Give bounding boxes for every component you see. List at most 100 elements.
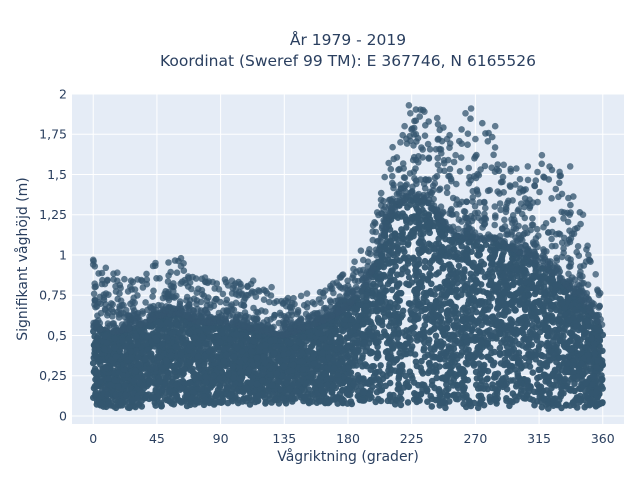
data-point bbox=[202, 379, 210, 386]
data-point bbox=[348, 316, 356, 324]
data-point bbox=[427, 241, 435, 249]
data-point bbox=[143, 392, 150, 399]
data-point bbox=[592, 389, 600, 396]
data-point bbox=[280, 395, 287, 402]
data-point bbox=[359, 332, 367, 340]
data-point bbox=[298, 349, 306, 357]
data-point bbox=[397, 401, 405, 409]
data-point bbox=[540, 289, 548, 297]
scatter-points bbox=[89, 102, 607, 412]
data-point bbox=[218, 329, 226, 337]
data-point bbox=[418, 248, 425, 256]
data-point bbox=[379, 253, 386, 261]
data-point bbox=[122, 391, 129, 399]
data-point bbox=[519, 264, 526, 272]
data-point bbox=[335, 360, 343, 368]
data-point bbox=[134, 354, 142, 361]
data-point bbox=[484, 319, 491, 326]
data-point bbox=[454, 391, 462, 398]
data-point bbox=[143, 341, 150, 348]
data-point bbox=[413, 333, 421, 341]
data-point bbox=[404, 340, 412, 347]
data-point bbox=[231, 380, 239, 387]
data-point bbox=[557, 390, 564, 398]
data-point bbox=[219, 398, 226, 406]
data-point bbox=[338, 396, 345, 404]
data-point bbox=[355, 316, 363, 324]
data-point bbox=[472, 368, 480, 376]
data-point bbox=[111, 376, 118, 384]
data-point bbox=[586, 357, 593, 364]
data-point bbox=[121, 342, 129, 350]
data-point bbox=[512, 383, 520, 390]
data-point bbox=[374, 316, 382, 324]
data-point bbox=[568, 345, 575, 353]
data-point bbox=[163, 319, 171, 326]
data-point bbox=[561, 288, 569, 296]
data-point bbox=[450, 246, 457, 253]
data-point bbox=[373, 301, 381, 309]
data-point bbox=[517, 319, 525, 327]
data-point bbox=[222, 351, 230, 359]
data-point bbox=[391, 401, 399, 408]
data-point bbox=[428, 403, 436, 410]
data-point bbox=[167, 382, 174, 389]
data-point bbox=[367, 301, 375, 308]
data-point bbox=[349, 359, 357, 367]
data-point bbox=[528, 321, 536, 329]
data-point bbox=[379, 371, 387, 378]
data-point bbox=[280, 345, 288, 353]
data-point bbox=[405, 240, 412, 247]
data-point bbox=[223, 325, 231, 333]
data-point bbox=[143, 370, 151, 378]
data-point bbox=[315, 344, 323, 352]
data-point bbox=[561, 377, 568, 384]
data-point bbox=[305, 386, 313, 393]
data-point bbox=[584, 351, 592, 359]
data-point bbox=[409, 324, 417, 332]
data-point bbox=[426, 367, 433, 375]
data-point bbox=[412, 358, 420, 366]
data-point bbox=[330, 396, 338, 403]
data-point bbox=[202, 396, 210, 404]
data-point bbox=[394, 325, 402, 333]
data-point bbox=[529, 369, 537, 376]
data-point bbox=[269, 391, 277, 398]
data-point bbox=[468, 314, 475, 322]
data-point bbox=[587, 367, 595, 375]
data-point bbox=[514, 372, 522, 380]
data-point bbox=[280, 363, 288, 371]
data-point bbox=[449, 382, 457, 389]
data-point bbox=[517, 390, 524, 398]
data-point bbox=[560, 333, 567, 340]
data-point bbox=[111, 369, 118, 377]
data-point bbox=[226, 336, 233, 343]
data-point bbox=[395, 331, 403, 338]
data-point bbox=[526, 363, 534, 370]
data-point bbox=[533, 351, 540, 359]
data-point bbox=[494, 370, 502, 378]
data-point bbox=[476, 329, 484, 336]
data-point bbox=[395, 373, 403, 380]
data-point bbox=[512, 366, 519, 373]
data-point bbox=[248, 348, 255, 355]
data-point bbox=[464, 300, 472, 308]
data-point bbox=[135, 361, 142, 369]
data-point bbox=[454, 362, 462, 370]
data-point bbox=[445, 385, 452, 393]
data-point bbox=[433, 312, 440, 319]
data-point bbox=[167, 395, 175, 403]
data-point bbox=[307, 332, 314, 340]
data-point bbox=[359, 320, 367, 328]
data-point bbox=[507, 377, 514, 384]
data-point bbox=[195, 327, 203, 334]
data-point bbox=[304, 379, 312, 387]
data-point bbox=[363, 343, 371, 351]
data-point bbox=[484, 375, 491, 382]
data-point bbox=[450, 278, 458, 285]
data-point bbox=[255, 392, 263, 399]
data-point bbox=[339, 387, 346, 394]
data-point bbox=[159, 386, 166, 393]
data-point bbox=[450, 253, 458, 261]
data-point bbox=[579, 371, 586, 379]
